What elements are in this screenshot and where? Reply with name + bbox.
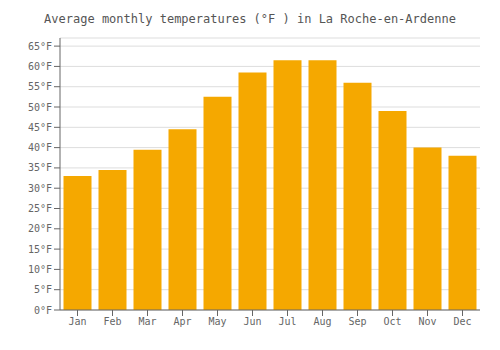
svg-text:10°F: 10°F [28, 264, 52, 275]
svg-text:Nov: Nov [418, 316, 436, 327]
svg-text:Mar: Mar [138, 316, 156, 327]
svg-text:0°F: 0°F [34, 305, 52, 316]
svg-text:35°F: 35°F [28, 162, 52, 173]
svg-text:5°F: 5°F [34, 284, 52, 295]
svg-text:May: May [208, 316, 226, 327]
svg-text:Oct: Oct [383, 316, 401, 327]
svg-text:Aug: Aug [313, 316, 331, 327]
svg-text:Jun: Jun [243, 316, 261, 327]
html-text:Average monthly temperatures (: Average monthly temperatures (°F ) in La… [44, 12, 456, 26]
svg-text:15°F: 15°F [28, 244, 52, 255]
svg-text:55°F: 55°F [28, 81, 52, 92]
svg-text:45°F: 45°F [28, 122, 52, 133]
svg-text:30°F: 30°F [28, 183, 52, 194]
svg-text:20°F: 20°F [28, 223, 52, 234]
svg-text:65°F: 65°F [28, 41, 52, 52]
svg-text:Jan: Jan [68, 316, 86, 327]
svg-text:Sep: Sep [348, 316, 366, 327]
svg-text:Feb: Feb [103, 316, 121, 327]
svg-text:40°F: 40°F [28, 142, 52, 153]
svg-text:50°F: 50°F [28, 102, 52, 113]
svg-text:Apr: Apr [173, 316, 191, 327]
svg-text:Jul: Jul [278, 316, 296, 327]
svg-text:Dec: Dec [453, 316, 471, 327]
svg-text:25°F: 25°F [28, 203, 52, 214]
svg-text:60°F: 60°F [28, 61, 52, 72]
